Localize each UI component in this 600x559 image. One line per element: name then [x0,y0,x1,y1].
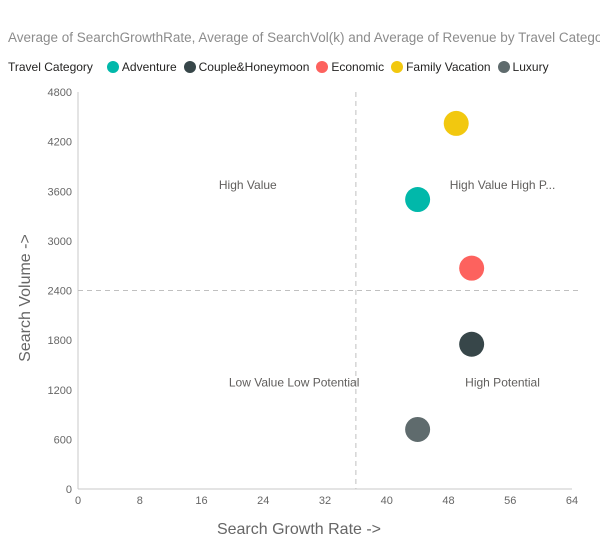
quadrant-label: Low Value Low Potential [229,375,360,389]
y-tick-label: 0 [66,484,72,496]
y-tick-label: 3000 [48,236,72,248]
x-tick-label: 48 [442,495,454,507]
data-point[interactable] [405,187,431,213]
legend-item[interactable]: Luxury [497,60,549,74]
legend-label: Adventure [121,60,177,74]
quadrant-label: High Value [219,178,277,192]
y-tick-label: 1200 [48,385,72,397]
data-point[interactable] [459,331,485,357]
x-tick-label: 56 [504,495,516,507]
x-axis-title: Search Growth Rate -> [217,521,381,538]
legend-item[interactable]: Family Vacation [391,60,491,74]
data-points [405,110,485,442]
legend-label: Economic [331,60,385,74]
y-tick-label: 3600 [48,186,72,198]
legend-item[interactable]: Economic [316,60,384,74]
x-tick-label: 24 [257,495,269,507]
legend-item[interactable]: Couple&Honeymoon [183,60,310,74]
y-tick-label: 4200 [48,137,72,149]
data-point[interactable] [443,110,469,136]
x-tick-label: 64 [566,495,578,507]
legend-dot [106,61,119,73]
x-tick-label: 0 [75,495,81,507]
y-tick-label: 600 [54,434,72,446]
legend-dot [391,61,404,73]
tick-labels: 0 600 1200 1800 2400 3000 3600 4200 4800 0 8 16 24 32… [48,87,579,507]
x-tick-label: 40 [381,495,393,507]
legend-dot [183,61,196,73]
legend-dot [316,61,329,73]
legend-items: Adventure Couple&Honeymoon Economic Family … [106,60,556,74]
quadrant-label: High Value High P... [450,178,556,192]
legend-label: Couple&Honeymoon [198,60,310,74]
legend-title: Travel Category [8,60,93,74]
legend-item[interactable]: Adventure [106,60,177,74]
x-tick-label: 32 [319,495,331,507]
x-tick-label: 16 [195,495,207,507]
x-tick-label: 8 [137,495,143,507]
y-axis-title: Search Volume -> [17,234,34,362]
chart-grid [77,92,582,490]
y-tick-label: 1800 [48,335,72,347]
data-point[interactable] [405,416,431,442]
legend-dot [497,61,510,73]
quadrant-labels: High Value High Value High P... Low Value … [219,178,555,390]
chart-title: Average of SearchGrowthRate, Average of … [8,30,600,45]
y-tick-label: 2400 [48,286,72,298]
legend: Travel Category Adventure Couple&Honeymoo… [8,59,556,75]
legend-label: Family Vacation [406,60,491,74]
quadrant-label: High Potential [465,375,540,389]
y-tick-label: 4800 [48,87,72,99]
data-point[interactable] [459,255,485,281]
legend-label: Luxury [512,60,549,74]
